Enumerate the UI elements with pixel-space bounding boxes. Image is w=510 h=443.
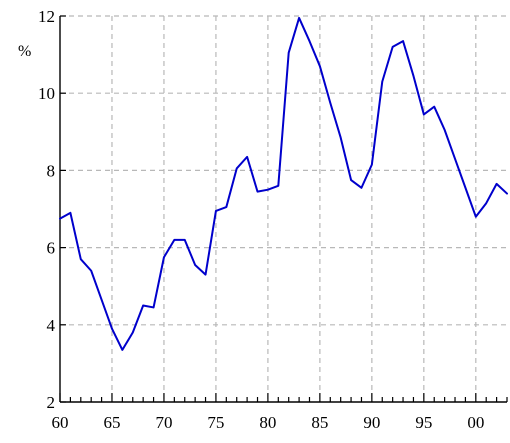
y-axis-unit-label: %: [18, 43, 31, 60]
grid: [60, 15, 507, 402]
x-tick-label-95: 95: [415, 413, 432, 432]
y-tick-label-10: 10: [38, 84, 55, 103]
axes: [59, 15, 508, 403]
x-tick-label-60: 60: [52, 413, 69, 432]
series-layer: [59, 16, 508, 351]
tick-labels: 2 4 6 8 10 12 60 65 70 75 80 85 90 95 00: [38, 7, 484, 432]
x-tick-label-80: 80: [259, 413, 276, 432]
x-tick-label-65: 65: [103, 413, 120, 432]
x-tick-label-00: 00: [467, 413, 484, 432]
y-tick-label-12: 12: [38, 7, 55, 26]
series-line-0: [59, 16, 508, 351]
y-tick-label-6: 6: [47, 239, 56, 258]
x-tick-label-70: 70: [155, 413, 172, 432]
x-tick-label-85: 85: [311, 413, 328, 432]
x-tick-label-90: 90: [363, 413, 380, 432]
y-tick-label-2: 2: [47, 393, 56, 412]
y-tick-label-4: 4: [47, 316, 56, 335]
y-tick-label-8: 8: [47, 161, 56, 180]
x-tick-label-75: 75: [207, 413, 224, 432]
